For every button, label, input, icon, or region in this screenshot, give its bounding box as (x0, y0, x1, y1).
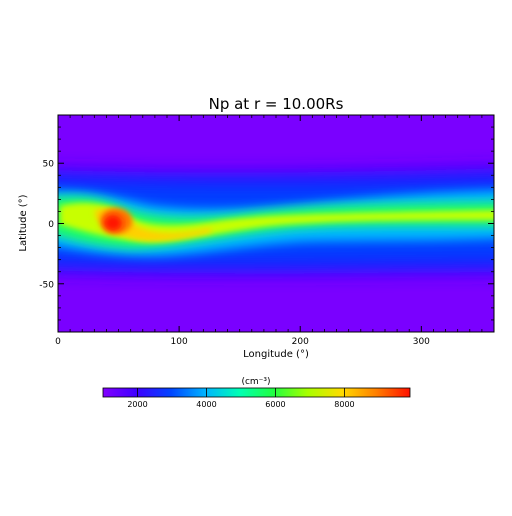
x-tick-label: 100 (171, 337, 188, 347)
y-tick-label: 50 (43, 160, 55, 170)
chart-title: Np at r = 10.00Rs (209, 95, 344, 113)
heatmap-field (58, 115, 494, 332)
hotspot-red (104, 215, 122, 231)
colorbar (102, 387, 411, 398)
colorbar-tick-label: 6000 (265, 400, 285, 409)
colorbar-tick-label: 4000 (196, 400, 216, 409)
axis-ticks: 0 100 200 300 50 0 -50 (39, 114, 495, 347)
belt-yellow (60, 203, 494, 242)
colorbar-unit-label: (cm⁻³) (241, 377, 270, 387)
x-tick-label: 200 (292, 337, 309, 347)
colorbar-ticks: 2000 4000 6000 8000 (127, 388, 355, 409)
x-axis-label: Longitude (°) (243, 349, 309, 360)
y-axis-label: Latitude (°) (18, 194, 29, 251)
x-tick-label: 300 (413, 337, 430, 347)
colorbar-tick-label: 8000 (334, 400, 354, 409)
y-tick-label: 0 (48, 220, 54, 230)
y-tick-label: -50 (39, 280, 54, 290)
x-tick-label: 0 (55, 337, 61, 347)
colorbar-tick-label: 2000 (127, 400, 147, 409)
